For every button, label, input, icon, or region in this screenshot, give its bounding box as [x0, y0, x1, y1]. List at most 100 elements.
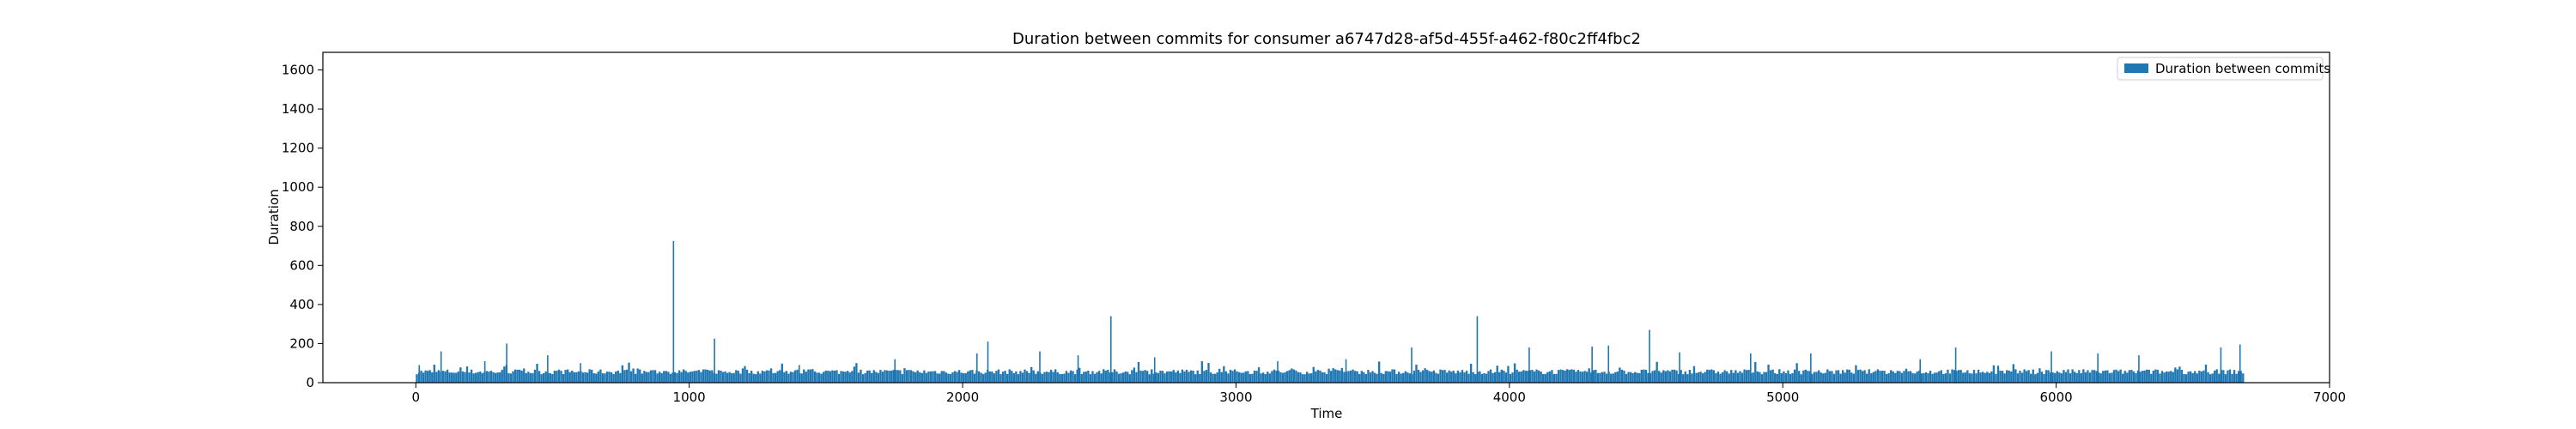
bar	[592, 373, 595, 383]
bar	[1682, 374, 1685, 383]
bar	[2227, 370, 2229, 383]
bar	[1767, 364, 1770, 383]
bar	[544, 371, 547, 383]
bar	[1356, 371, 1358, 383]
chart-title: Duration between commits for consumer a6…	[1012, 30, 1641, 48]
bar	[628, 362, 630, 383]
bar	[1822, 373, 1825, 383]
bar	[2202, 370, 2205, 383]
bar	[1572, 369, 1576, 383]
bar	[776, 371, 779, 383]
bar	[1900, 372, 1904, 383]
bar	[752, 373, 755, 383]
bar	[2043, 373, 2045, 383]
bar	[1121, 372, 1125, 383]
bar	[1846, 369, 1849, 383]
bar	[1948, 373, 1952, 383]
bar	[1315, 371, 1317, 383]
bar-peak	[440, 351, 442, 383]
bar	[835, 370, 838, 383]
bar	[1443, 370, 1446, 383]
bar	[426, 371, 429, 383]
y-tick-label: 800	[289, 219, 314, 234]
bar	[1145, 371, 1149, 383]
bar	[451, 372, 453, 383]
bar	[1947, 369, 1949, 383]
bar	[1612, 373, 1614, 383]
bar	[1327, 368, 1330, 383]
bar	[2184, 374, 2188, 383]
bar	[562, 373, 565, 383]
bar	[1671, 369, 1674, 383]
bar	[1756, 371, 1759, 383]
bar	[1695, 372, 1698, 383]
bar	[601, 373, 605, 383]
bar	[595, 373, 598, 383]
bar	[816, 372, 818, 383]
bar	[1067, 372, 1070, 383]
bar	[2012, 364, 2015, 383]
bar	[1643, 369, 1645, 383]
bar	[1780, 373, 1783, 383]
bar	[2150, 373, 2153, 383]
bar	[1982, 372, 1984, 383]
bar	[1972, 370, 1976, 383]
bar	[1310, 373, 1313, 383]
bar	[1415, 365, 1418, 383]
bar	[1017, 374, 1020, 383]
bar	[1581, 372, 1584, 383]
bar	[1664, 371, 1668, 383]
x-tick-label: 4000	[1493, 390, 1526, 405]
bar	[1692, 366, 1696, 383]
bar	[1835, 370, 1838, 383]
bar	[1765, 372, 1768, 383]
bar	[1069, 370, 1072, 383]
bar	[577, 371, 580, 383]
bar	[1551, 370, 1553, 383]
bar	[639, 369, 641, 383]
bar	[2040, 372, 2044, 383]
bar	[1292, 369, 1296, 383]
bar	[2191, 372, 2194, 383]
bar	[932, 371, 934, 383]
bar	[693, 371, 696, 383]
bar	[971, 370, 974, 383]
bar	[1387, 371, 1389, 383]
bar	[2049, 372, 2052, 383]
bar	[1911, 373, 1914, 383]
bar	[1329, 371, 1333, 383]
bar	[1223, 366, 1225, 383]
bar	[1157, 372, 1160, 383]
bar	[1656, 361, 1658, 383]
bar	[1120, 373, 1122, 383]
bar	[1638, 373, 1641, 383]
bar	[1503, 370, 1505, 383]
bar	[1605, 373, 1608, 383]
bar	[1024, 369, 1026, 383]
bar	[981, 373, 985, 383]
bar	[995, 371, 998, 383]
bar-peak	[1476, 316, 1479, 383]
bar	[969, 370, 972, 383]
bar	[750, 371, 753, 383]
bar	[470, 369, 473, 383]
bar	[625, 369, 629, 383]
bar	[1940, 370, 1942, 383]
bar	[936, 373, 939, 383]
bar	[684, 371, 687, 383]
bar	[1844, 372, 1846, 383]
bar	[597, 371, 600, 383]
bar	[973, 373, 976, 383]
bar-peak	[1411, 347, 1413, 383]
bar	[533, 369, 537, 383]
bar	[567, 369, 569, 383]
bar	[433, 365, 435, 383]
bar	[1735, 370, 1737, 383]
bar	[2078, 370, 2081, 383]
bar	[1561, 370, 1564, 383]
bar	[1261, 372, 1265, 383]
bar	[1391, 369, 1394, 383]
bar	[492, 372, 495, 383]
bar	[1644, 369, 1648, 383]
x-tick-label: 1000	[673, 390, 706, 405]
